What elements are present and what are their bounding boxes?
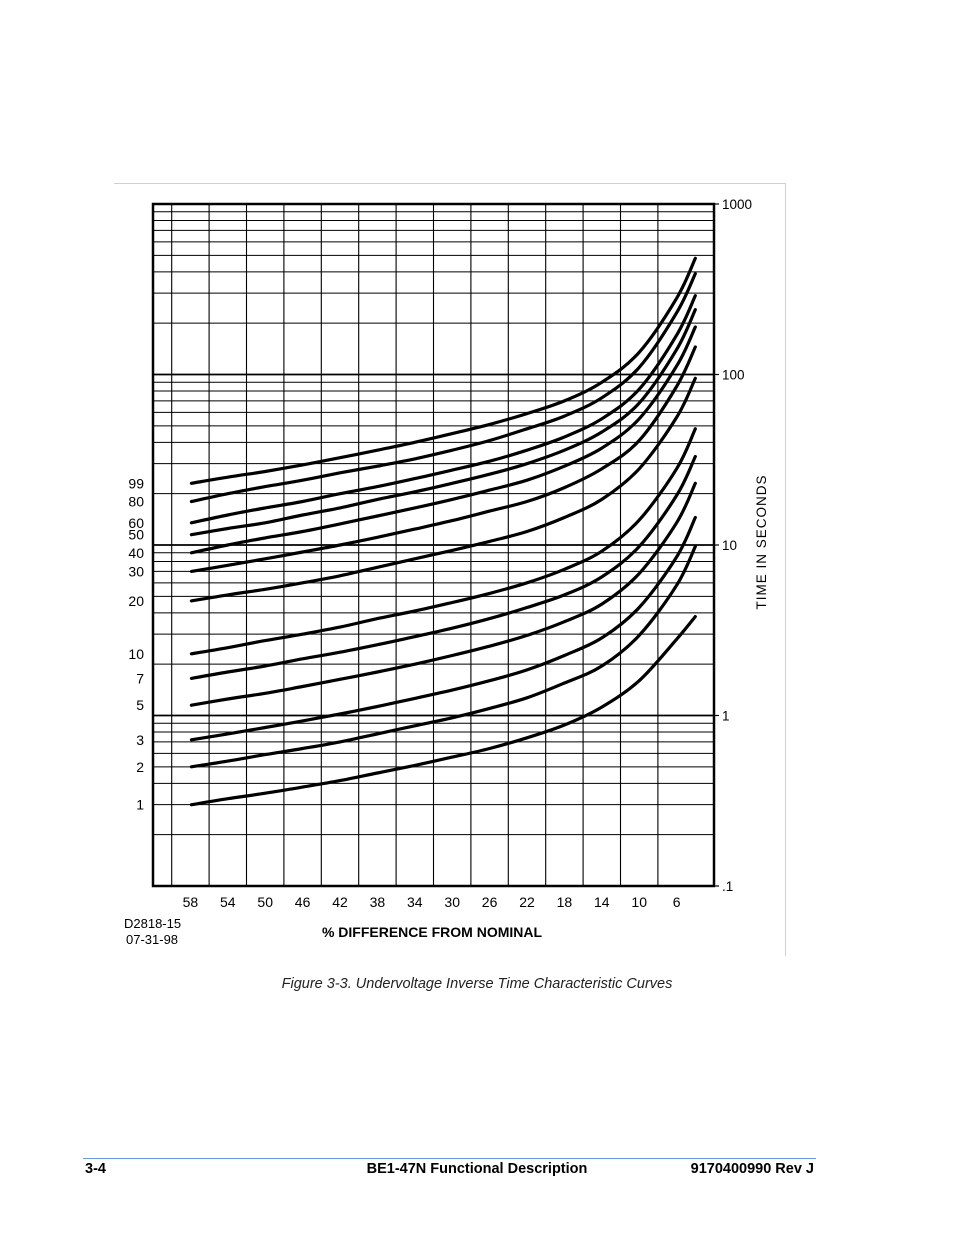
x-tick-label: 42 — [332, 894, 348, 910]
x-tick-label: 34 — [407, 894, 423, 910]
curve-label-30: 30 — [128, 563, 144, 579]
curve-label-50: 50 — [128, 527, 144, 543]
curve-60 — [189, 294, 697, 525]
x-tick-label: 54 — [220, 894, 236, 910]
curve-2 — [189, 544, 697, 769]
x-tick-label: 22 — [519, 894, 535, 910]
y-tick-label: 100 — [722, 368, 745, 383]
curve-7 — [189, 455, 697, 680]
grid-layer — [151, 202, 719, 888]
curve-99 — [189, 256, 697, 485]
y-tick-label: 1 — [722, 709, 730, 724]
y-tick-label: 10 — [722, 538, 737, 553]
y-tick-label: .1 — [722, 879, 733, 894]
curve-label-7: 7 — [136, 670, 144, 686]
x-tick-label: 26 — [482, 894, 498, 910]
figure-caption: Figure 3-3. Undervoltage Inverse Time Ch… — [281, 976, 673, 992]
curve-label-3: 3 — [136, 732, 144, 748]
x-tick-label: 18 — [557, 894, 573, 910]
curve-label-60: 60 — [128, 515, 144, 531]
curve-label-5: 5 — [136, 697, 144, 713]
page-number: 3-4 — [85, 1161, 106, 1177]
curve-50 — [189, 308, 697, 537]
curve-80 — [189, 272, 697, 504]
x-tick-label: 58 — [183, 894, 199, 910]
chart: 58 54 50 46 42 38 34 30 26 22 18 14 10 6 .1 1 10 100 1000 9… — [124, 197, 769, 947]
footer-rule — [83, 1158, 816, 1159]
x-axis-title: % DIFFERENCE FROM NOMINAL — [322, 924, 543, 940]
y-tick-label: 1000 — [722, 197, 752, 212]
curve-10 — [189, 427, 697, 656]
curve-40 — [189, 325, 697, 555]
section-title: BE1-47N Functional Description — [366, 1161, 588, 1177]
curve-label-99: 99 — [128, 475, 144, 491]
curve-20 — [189, 376, 697, 603]
label-layer: 58 54 50 46 42 38 34 30 26 22 18 14 10 6 .1 1 10 100 1000 9… — [128, 197, 752, 910]
drawing-number: D2818-15 — [124, 916, 181, 931]
x-tick-label: 6 — [673, 894, 681, 910]
x-tick-label: 30 — [444, 894, 460, 910]
curve-layer — [189, 256, 697, 807]
x-tick-label: 38 — [370, 894, 386, 910]
drawing-date: 07-31-98 — [126, 932, 178, 947]
y-axis-title: TIME IN SECONDS — [754, 474, 769, 609]
x-tick-label: 10 — [631, 894, 647, 910]
curve-label-2: 2 — [136, 759, 144, 775]
curve-label-20: 20 — [128, 593, 144, 609]
x-tick-label: 46 — [295, 894, 311, 910]
curve-30 — [189, 345, 697, 573]
curve-label-80: 80 — [128, 493, 144, 509]
curve-1 — [189, 615, 697, 807]
curve-label-40: 40 — [128, 545, 144, 561]
curve-label-1: 1 — [136, 797, 144, 813]
curve-3 — [189, 515, 697, 742]
curve-label-10: 10 — [128, 646, 144, 662]
x-tick-label: 50 — [257, 894, 273, 910]
figure-frame: 58 54 50 46 42 38 34 30 26 22 18 14 10 6 .1 1 10 100 1000 9… — [114, 183, 786, 956]
x-tick-label: 14 — [594, 894, 610, 910]
document-number: 9170400990 Rev J — [690, 1161, 814, 1177]
curve-5 — [189, 481, 697, 707]
